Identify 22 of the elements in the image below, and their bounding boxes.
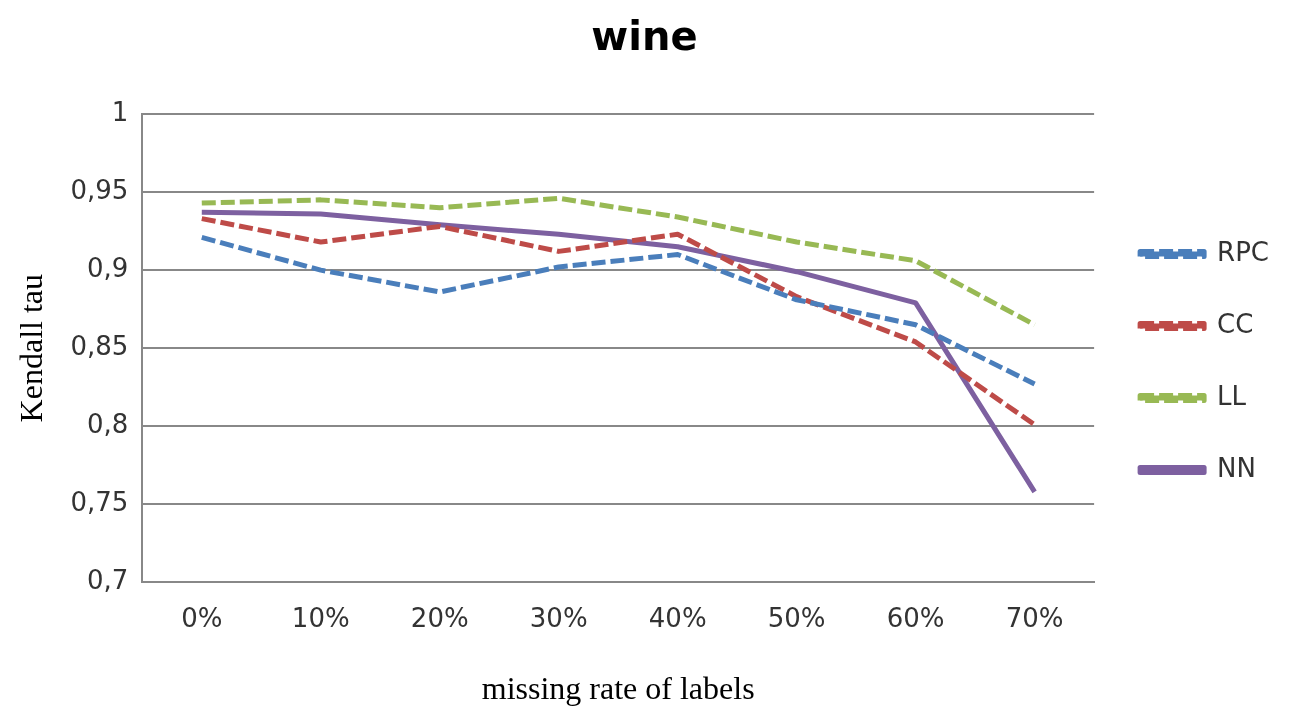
y-tick-label: 0,8 [86,409,129,440]
y-tick-label: 0,9 [86,252,129,283]
legend-label: LL [1217,380,1247,411]
x-tick-label: 70% [1005,602,1064,633]
legend-label: NN [1217,452,1257,483]
x-tick-label: 40% [648,602,707,633]
chart-title: wine [591,13,698,60]
x-tick-label: 50% [767,602,826,633]
x-tick-label: 20% [410,602,469,633]
y-tick-label: 0,95 [70,174,129,205]
legend-label: RPC [1217,236,1270,267]
y-tick-label: 0,85 [70,330,129,361]
legend-label: CC [1217,308,1254,339]
x-tick-label: 10% [291,602,350,633]
y-tick-label: 1 [111,96,129,127]
x-axis-title: missing rate of labels [481,670,755,707]
x-tick-label: 30% [529,602,588,633]
y-tick-label: 0,7 [86,565,129,596]
y-tick-label: 0,75 [70,487,129,518]
x-tick-label: 60% [886,602,945,633]
x-tick-label: 0% [181,602,223,633]
y-axis-title: Kendall tau [12,274,49,423]
